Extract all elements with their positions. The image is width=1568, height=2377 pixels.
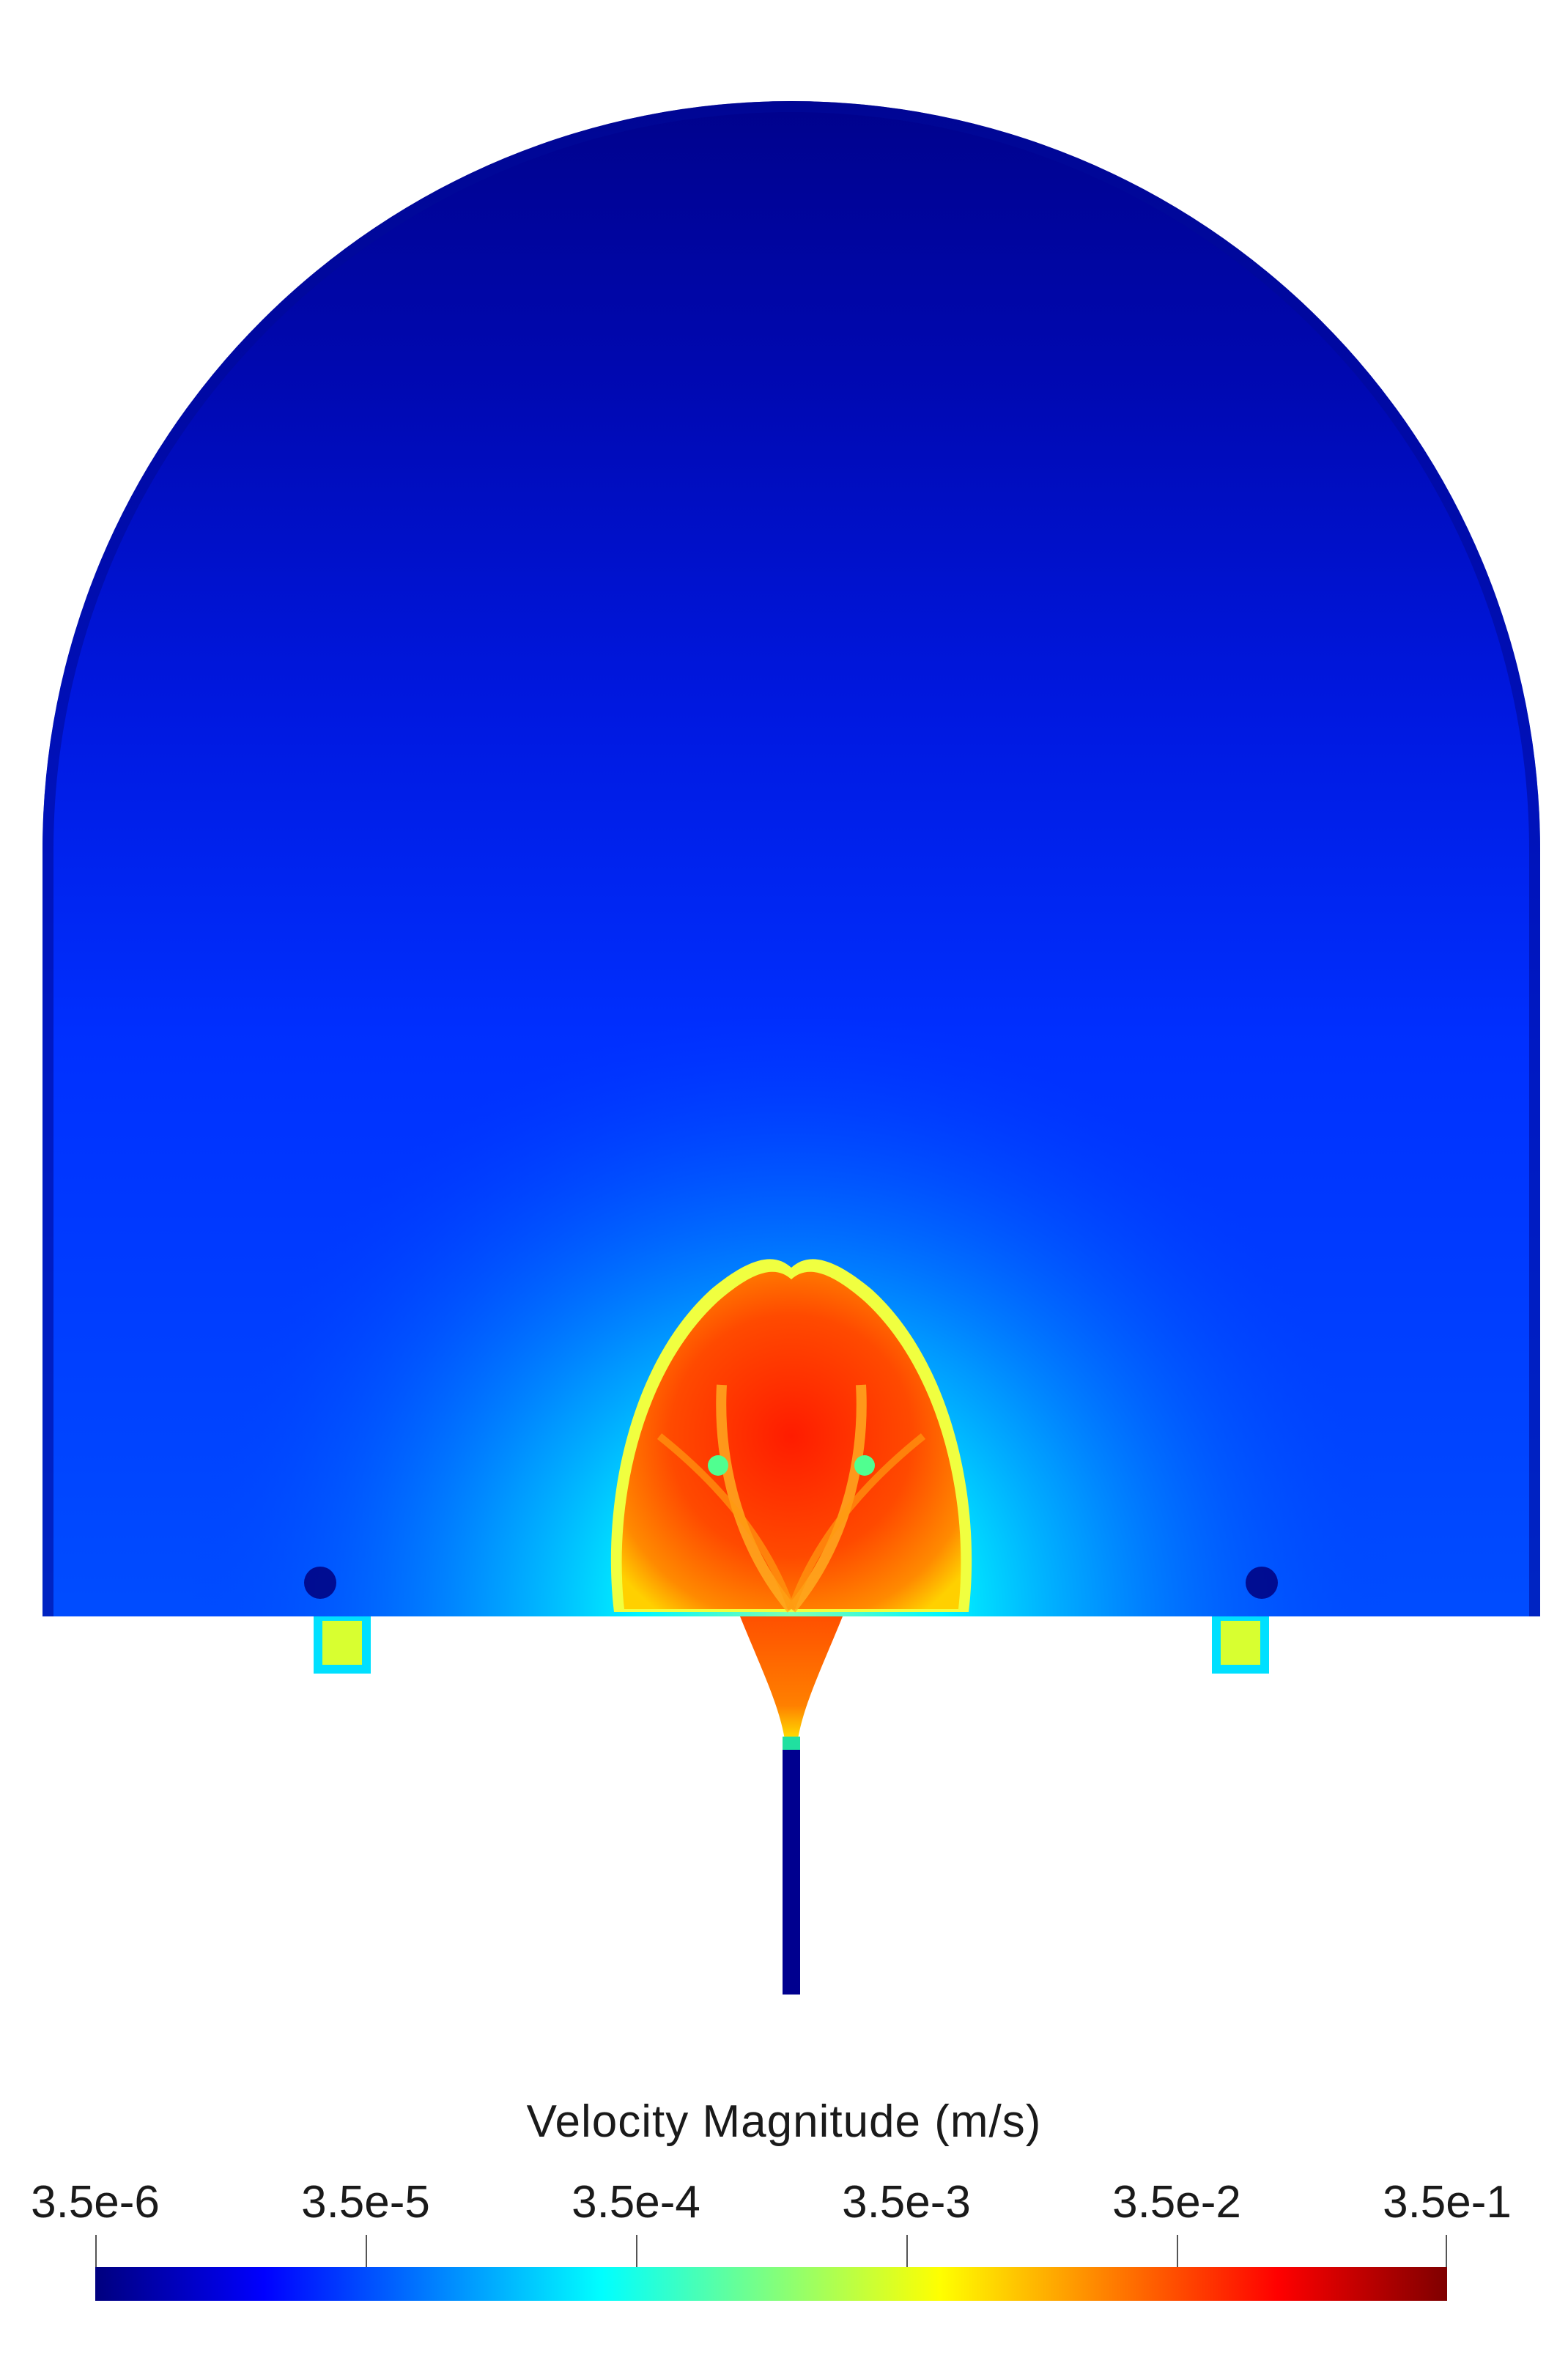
tick-mark-5 [1177, 2235, 1178, 2267]
tick-label-4: 3.5e-3 [842, 2177, 971, 2228]
tick-label-5: 3.5e-2 [1112, 2177, 1241, 2228]
inlet-jet [740, 1616, 843, 1744]
tick-label-3: 3.5e-4 [572, 2177, 700, 2228]
flow-domain [42, 101, 1540, 1616]
tick-label-2: 3.5e-5 [301, 2177, 430, 2228]
inlet-jet-tip [783, 1737, 800, 1750]
inlet-pipe [783, 1750, 800, 1995]
colorbar-legend: Velocity Magnitude (m/s) 3.5e-6 3.5e-5 3… [0, 2096, 1568, 2345]
tick-mark-4 [906, 2235, 908, 2267]
velocity-field-plot [42, 101, 1540, 1995]
tick-mark-6 [1446, 2235, 1447, 2267]
tick-mark-1 [95, 2235, 97, 2267]
tick-label-1: 3.5e-6 [31, 2177, 160, 2228]
tick-mark-2 [366, 2235, 367, 2267]
tick-mark-3 [636, 2235, 637, 2267]
tick-label-6: 3.5e-1 [1383, 2177, 1512, 2228]
colorbar-gradient [95, 2267, 1447, 2301]
left-outlet-vent [314, 1616, 371, 1674]
right-outlet-vent [1212, 1616, 1269, 1674]
legend-title: Velocity Magnitude (m/s) [526, 2096, 1042, 2147]
